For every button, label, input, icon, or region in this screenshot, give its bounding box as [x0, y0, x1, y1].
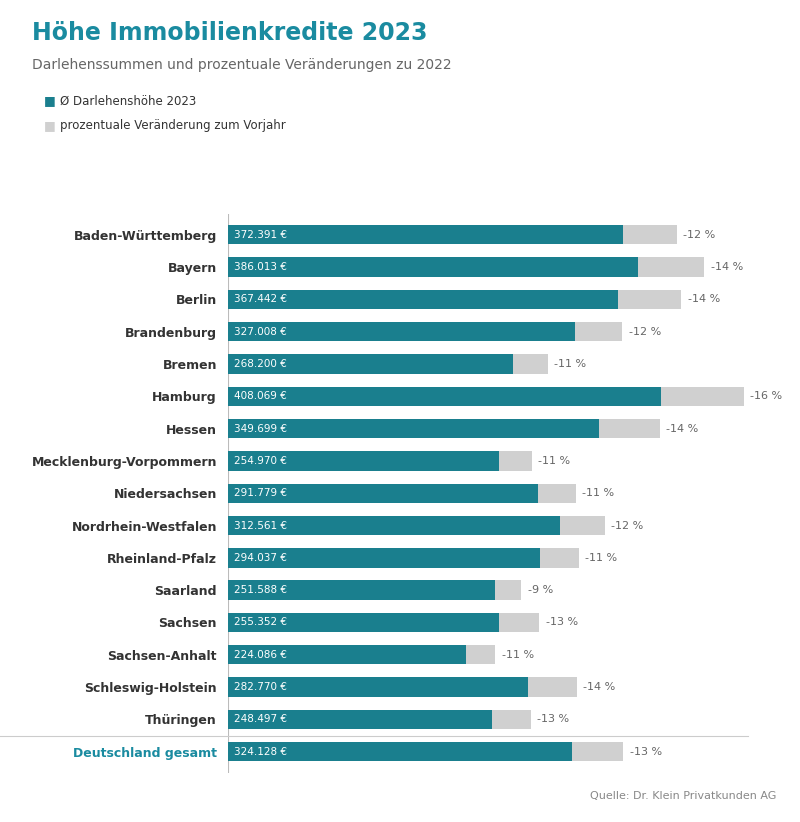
Bar: [228, 612, 499, 632]
Bar: [228, 483, 538, 503]
Text: 312.561 €: 312.561 €: [234, 520, 287, 530]
Text: -12 %: -12 %: [629, 326, 661, 337]
Bar: [228, 419, 599, 438]
Bar: [228, 516, 560, 535]
Text: prozentuale Veränderung zum Vorjahr: prozentuale Veränderung zum Vorjahr: [60, 119, 286, 132]
Text: -12 %: -12 %: [611, 520, 643, 530]
Text: -11 %: -11 %: [502, 649, 534, 660]
Bar: [228, 354, 513, 374]
Text: -11 %: -11 %: [585, 553, 617, 563]
Bar: [560, 516, 605, 535]
Text: -14 %: -14 %: [583, 682, 615, 692]
Text: -13 %: -13 %: [538, 714, 570, 724]
Text: Ø Darlehenshöhe 2023: Ø Darlehenshöhe 2023: [60, 95, 196, 108]
Bar: [228, 580, 495, 600]
Bar: [495, 580, 522, 600]
Bar: [228, 709, 492, 729]
Text: 255.352 €: 255.352 €: [234, 617, 287, 627]
Bar: [513, 354, 548, 374]
Text: -9 %: -9 %: [528, 585, 553, 595]
Text: 349.699 €: 349.699 €: [234, 423, 287, 433]
Text: -14 %: -14 %: [666, 423, 698, 433]
Bar: [538, 483, 576, 503]
Text: 291.779 €: 291.779 €: [234, 488, 287, 498]
Text: 251.588 €: 251.588 €: [234, 585, 287, 595]
Bar: [228, 451, 498, 470]
Bar: [661, 386, 743, 406]
Bar: [528, 677, 577, 697]
Bar: [228, 225, 623, 244]
Bar: [618, 289, 682, 309]
Text: ■: ■: [44, 95, 56, 108]
Text: 254.970 €: 254.970 €: [234, 456, 287, 466]
Bar: [575, 322, 622, 341]
Bar: [492, 709, 531, 729]
Bar: [638, 257, 704, 277]
Text: -14 %: -14 %: [688, 294, 720, 304]
Bar: [572, 742, 623, 761]
Bar: [623, 225, 677, 244]
Bar: [228, 645, 466, 664]
Text: -16 %: -16 %: [750, 391, 782, 401]
Text: -11 %: -11 %: [582, 488, 614, 498]
Text: 224.086 €: 224.086 €: [234, 649, 287, 660]
Text: 386.013 €: 386.013 €: [234, 262, 287, 272]
Text: 324.128 €: 324.128 €: [234, 746, 287, 757]
Text: 408.069 €: 408.069 €: [234, 391, 287, 401]
Bar: [228, 257, 638, 277]
Text: -13 %: -13 %: [546, 617, 578, 627]
Text: 248.497 €: 248.497 €: [234, 714, 287, 724]
Text: -13 %: -13 %: [630, 746, 662, 757]
Text: 327.008 €: 327.008 €: [234, 326, 287, 337]
Bar: [228, 322, 575, 341]
Text: 372.391 €: 372.391 €: [234, 229, 287, 240]
Text: -12 %: -12 %: [683, 229, 716, 240]
Bar: [540, 548, 578, 567]
Bar: [599, 419, 659, 438]
Text: 367.442 €: 367.442 €: [234, 294, 287, 304]
Bar: [499, 612, 539, 632]
Bar: [228, 386, 661, 406]
Text: 294.037 €: 294.037 €: [234, 553, 287, 563]
Bar: [466, 645, 495, 664]
Text: -14 %: -14 %: [710, 262, 743, 272]
Bar: [228, 742, 572, 761]
Text: ■: ■: [44, 119, 56, 132]
Bar: [228, 677, 528, 697]
Text: 282.770 €: 282.770 €: [234, 682, 287, 692]
Bar: [228, 548, 540, 567]
Text: Höhe Immobilienkredite 2023: Höhe Immobilienkredite 2023: [32, 21, 427, 44]
Text: 268.200 €: 268.200 €: [234, 359, 287, 369]
Text: -11 %: -11 %: [554, 359, 586, 369]
Text: -11 %: -11 %: [538, 456, 570, 466]
Text: Quelle: Dr. Klein Privatkunden AG: Quelle: Dr. Klein Privatkunden AG: [590, 792, 776, 801]
Text: Darlehenssummen und prozentuale Veränderungen zu 2022: Darlehenssummen und prozentuale Veränder…: [32, 58, 452, 72]
Bar: [228, 289, 618, 309]
Bar: [498, 451, 532, 470]
